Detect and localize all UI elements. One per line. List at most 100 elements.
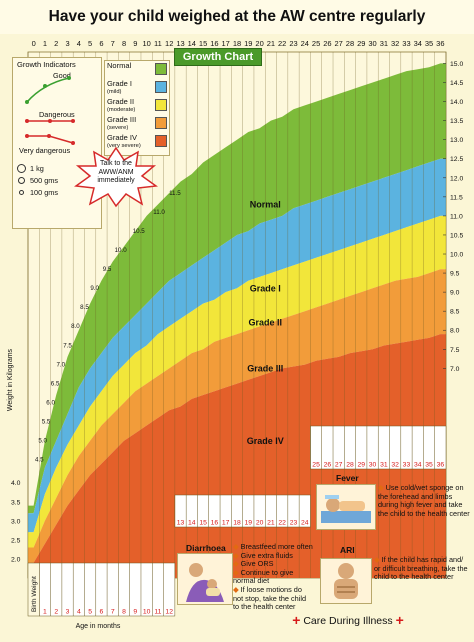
y-tick-label: 3.0 <box>11 518 21 525</box>
y-tick-label: 13.0 <box>450 137 463 144</box>
x-tick-label: 20 <box>255 39 263 48</box>
month-row-1-label: 4 <box>77 609 81 616</box>
month-row-3-label: 35 <box>425 462 433 469</box>
x-tick-label: 18 <box>233 39 241 48</box>
month-row-2-label: 13 <box>177 520 185 527</box>
diarrhoea-advice-item: ◆ Continue to give normal diet <box>233 567 294 586</box>
x-tick-label: 3 <box>65 39 69 48</box>
weight-inline-label: 9.0 <box>90 285 99 292</box>
x-tick-label: 25 <box>312 39 320 48</box>
fever-image <box>316 484 376 530</box>
legend-label-main: Grade IV <box>107 133 138 142</box>
band-label: Grade I <box>250 283 281 293</box>
legend-item-grade-ii: Grade II (moderate) <box>107 98 167 116</box>
y-tick-label: 8.0 <box>450 328 460 335</box>
month-row-1-label: 1 <box>43 609 47 616</box>
legend-label-main: Grade II <box>107 97 135 106</box>
legend-label-sub: (severe) <box>107 125 129 131</box>
y-tick-label: 7.0 <box>450 366 460 373</box>
x-tick-label: 21 <box>267 39 275 48</box>
month-row-2-label: 19 <box>245 520 253 527</box>
chart-title-box: Growth Chart <box>174 48 262 66</box>
bullet-icon: ◆ <box>233 559 239 569</box>
x-tick-label: 34 <box>414 39 422 48</box>
legend-swatch <box>155 81 167 93</box>
y-tick-label: 7.5 <box>450 347 460 354</box>
month-row-1-label: 11 <box>154 609 161 616</box>
x-tick-label: 30 <box>368 39 376 48</box>
bullet-icon: ◆ <box>233 584 239 594</box>
y-tick-label: 2.5 <box>11 537 21 544</box>
x-tick-label: 2 <box>54 39 58 48</box>
legend-item-grade-iii: Grade III (severe) <box>107 116 167 134</box>
legend-rows: Normal Grade I (mild) Grade II (moderate) Gra… <box>107 62 167 152</box>
band-label: Grade III <box>247 363 283 373</box>
mother-feeding-icon <box>186 563 224 602</box>
y-axis-label: Weight in Kilograms <box>7 348 14 411</box>
x-tick-label: 15 <box>199 39 207 48</box>
x-tick-label: 23 <box>289 39 297 48</box>
month-row-2-label: 20 <box>256 520 264 527</box>
legend-swatch <box>155 117 167 129</box>
x-tick-label: 13 <box>176 39 184 48</box>
fever-advice: ◆ Use cold/wet sponge on the forehead and… <box>378 483 470 518</box>
weight-inline-label: 10.0 <box>115 247 128 254</box>
indicator-good-label: Good <box>53 71 71 80</box>
bullet-icon: ◆ <box>233 542 239 551</box>
child-breathing-icon <box>334 563 358 599</box>
x-tick-label: 6 <box>99 39 103 48</box>
plus-icon: + <box>395 612 404 628</box>
month-row-3-label: 34 <box>414 462 422 469</box>
indicators-title: Growth Indicators <box>17 60 76 69</box>
circle-icon <box>18 176 25 184</box>
legend-swatch <box>155 135 167 147</box>
birth-weight-cell <box>27 562 40 617</box>
x-tick-label: 0 <box>32 39 36 48</box>
legend-label-main: Grade I <box>107 79 133 88</box>
month-row-3-label: 28 <box>346 462 354 469</box>
x-tick-label: 5 <box>88 39 92 48</box>
band-normal <box>28 63 446 514</box>
growth-indicators: Growth Indicators Good Dangerous Very da… <box>12 57 102 229</box>
weight-key-1kg: 1 kg <box>17 162 58 174</box>
x-tick-label: 31 <box>380 39 388 48</box>
good-curve <box>26 77 70 103</box>
chart-labels: 11.0 11.5 10.5 10.0 9.5 9.0 8.5 8.0 7.5 7.0 6.5 6.0… <box>35 190 284 464</box>
month-row-3-label: 33 <box>403 462 411 469</box>
legend-item-grade-iv: Grade IV (very severe) <box>107 134 167 152</box>
month-row-3-label: 26 <box>324 462 332 469</box>
weight-inline-label: 11.0 <box>153 209 165 216</box>
legend-label-main: Grade III <box>107 115 137 124</box>
month-row-3-label: 25 <box>312 462 320 469</box>
y-tick-label: 10.0 <box>450 252 463 259</box>
y-tick-label: 11.5 <box>450 194 463 201</box>
weight-inline-label: 8.0 <box>71 323 80 330</box>
ari-advice: ◆ If the child has rapid and/ or difficul… <box>374 555 468 582</box>
legend-swatch <box>155 99 167 111</box>
month-row-1-label: 8 <box>122 609 126 616</box>
fever-title: Fever <box>336 473 359 483</box>
indicator-curves <box>25 76 75 145</box>
legend-label-sub: (moderate) <box>107 107 136 113</box>
y-tick-label: 12.5 <box>450 156 463 163</box>
diarrhoea-advice: ◆ Breastfeed more often ◆ Give extra fluid… <box>233 542 313 612</box>
care-during-illness: + Care During Illness + <box>248 612 448 628</box>
y-tick-label: 8.5 <box>450 309 460 316</box>
month-row-2-label: 17 <box>222 520 230 527</box>
diarrhoea-advice-item: ◆ Give extra fluids <box>233 550 293 560</box>
month-row-2-label: 22 <box>278 520 286 527</box>
month-row-1-label: 6 <box>100 609 104 616</box>
legend-label-main: Normal <box>107 61 132 70</box>
weight-key-500g: 500 gms <box>17 174 58 186</box>
care-during-illness-label: Care During Illness <box>303 615 393 627</box>
legend-label: Grade II (moderate) <box>107 98 135 114</box>
x-tick-label: 8 <box>122 39 126 48</box>
month-row-2-label: 23 <box>290 520 298 527</box>
x-tick-label: 24 <box>301 39 309 48</box>
month-row-3-label: 32 <box>391 462 399 469</box>
legend-swatch <box>155 63 167 75</box>
banner-title: Have your child weighed at the AW centre… <box>0 0 474 34</box>
x-tick-label: 29 <box>357 39 365 48</box>
